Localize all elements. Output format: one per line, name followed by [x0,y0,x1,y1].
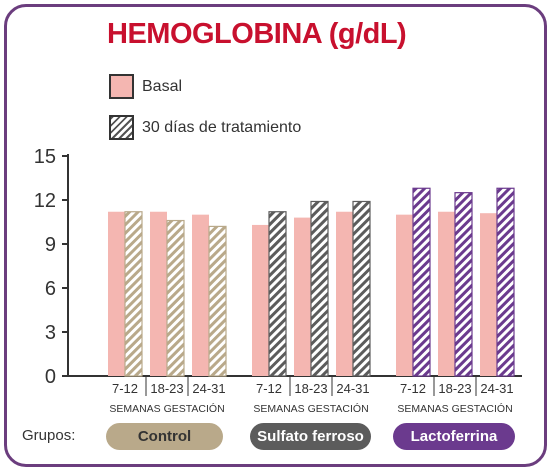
x-tick-label-2-2: 24-31 [480,381,513,396]
group-pill-sulfato-ferroso: Sulfato ferroso [250,423,371,450]
bar-tratamiento-1-0 [268,211,287,377]
legend-swatch-basal [109,74,134,99]
bar-tratamiento-0-2 [208,225,227,377]
x-group-caption-2: SEMANAS GESTACIÓN [397,402,512,415]
bar-basal-1-0 [252,224,269,376]
x-group-caption-1: SEMANAS GESTACIÓN [253,402,368,415]
y-tick-label-1: 3 [45,322,56,344]
bar-basal-0-2 [192,214,209,376]
bar-basal-0-0 [108,211,125,376]
legend-label-basal: Basal [142,77,183,95]
x-tick-label-0-0: 7-12 [112,381,138,396]
groups-label: Grupos: [22,427,76,444]
chart-title: HEMOGLOBINA (g/dL) [107,18,407,50]
bar-tratamiento-2-2 [496,187,515,377]
bar-basal-1-1 [294,217,311,376]
bar-basal-1-2 [336,211,353,376]
bar-tratamiento-1-2 [352,200,371,377]
x-tick-label-0-2: 24-31 [192,381,225,396]
y-tick-label-2: 6 [45,278,56,300]
y-tick-label-3: 9 [45,234,56,256]
bar-basal-0-1 [150,211,167,376]
x-tick-label-2-1: 18-23 [438,381,471,396]
x-tick-label-2-0: 7-12 [400,381,426,396]
bar-basal-2-2 [480,213,497,376]
x-tick-label-0-1: 18-23 [150,381,183,396]
group-pill-control: Control [106,423,223,450]
x-tick-label-1-1: 18-23 [294,381,327,396]
group-pill-lactoferrina: Lactoferrina [393,423,515,450]
bar-tratamiento-0-1 [166,219,185,377]
bar-tratamiento-0-0 [124,211,143,377]
bar-basal-2-0 [396,214,413,376]
x-group-caption-0: SEMANAS GESTACIÓN [109,402,224,415]
bar-basal-2-1 [438,211,455,376]
bar-tratamiento-1-1 [310,200,329,377]
bar-tratamiento-2-0 [412,187,431,377]
legend-item-basal: Basal [109,74,182,99]
legend-swatch-tratamiento [109,115,134,140]
x-tick-label-1-2: 24-31 [336,381,369,396]
y-tick-label-4: 12 [34,190,56,212]
legend-item-tratamiento: 30 días de tratamiento [109,115,301,140]
bar-tratamiento-2-1 [454,192,473,377]
x-tick-label-1-0: 7-12 [256,381,282,396]
y-tick-label-5: 15 [34,146,56,168]
y-tick-label-0: 0 [45,366,56,388]
legend-label-tratamiento: 30 días de tratamiento [142,118,302,136]
